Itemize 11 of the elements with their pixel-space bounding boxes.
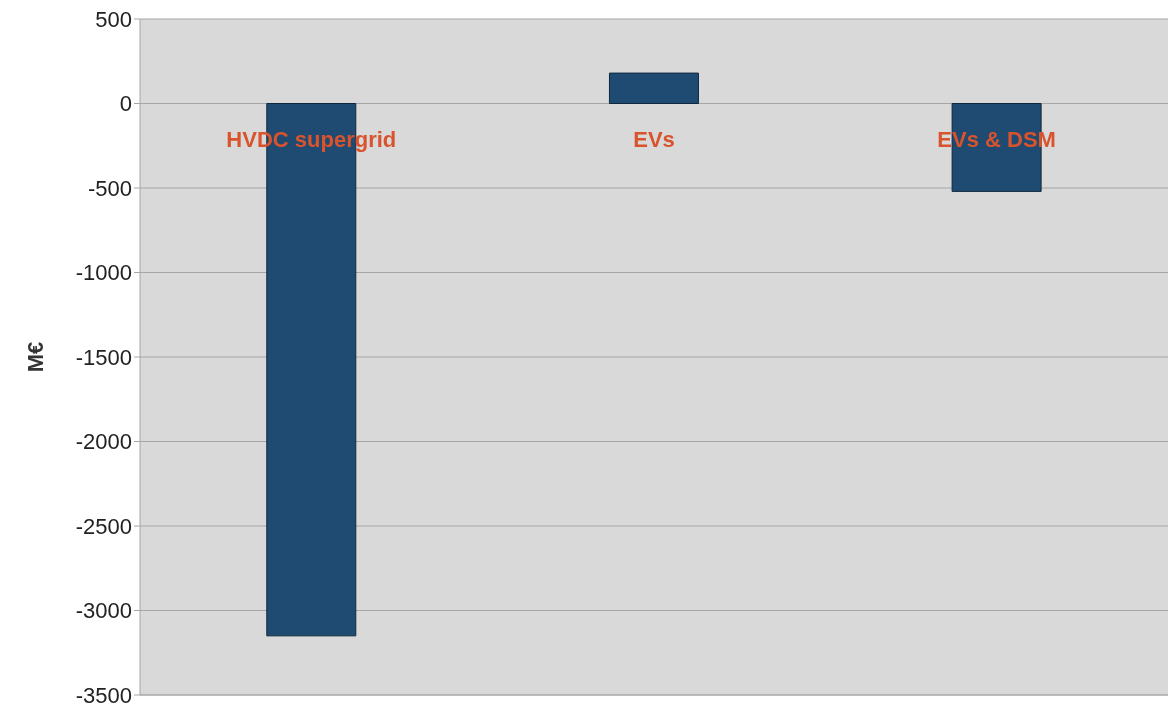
y-tick-label: 500: [95, 6, 132, 32]
y-tick-label: -3500: [75, 682, 132, 708]
y-tick-label: 0: [119, 91, 132, 117]
y-tick-label: -1000: [75, 260, 132, 286]
y-tick-label: -2000: [75, 429, 132, 455]
y-tick-label: -1500: [75, 344, 132, 370]
y-tick-label: -2500: [75, 513, 132, 539]
y-tick-label: -3000: [75, 598, 132, 624]
x-tick-label: EVs: [633, 126, 675, 152]
y-tick-label: -500: [87, 175, 132, 201]
y-axis-title: M€: [22, 341, 48, 373]
